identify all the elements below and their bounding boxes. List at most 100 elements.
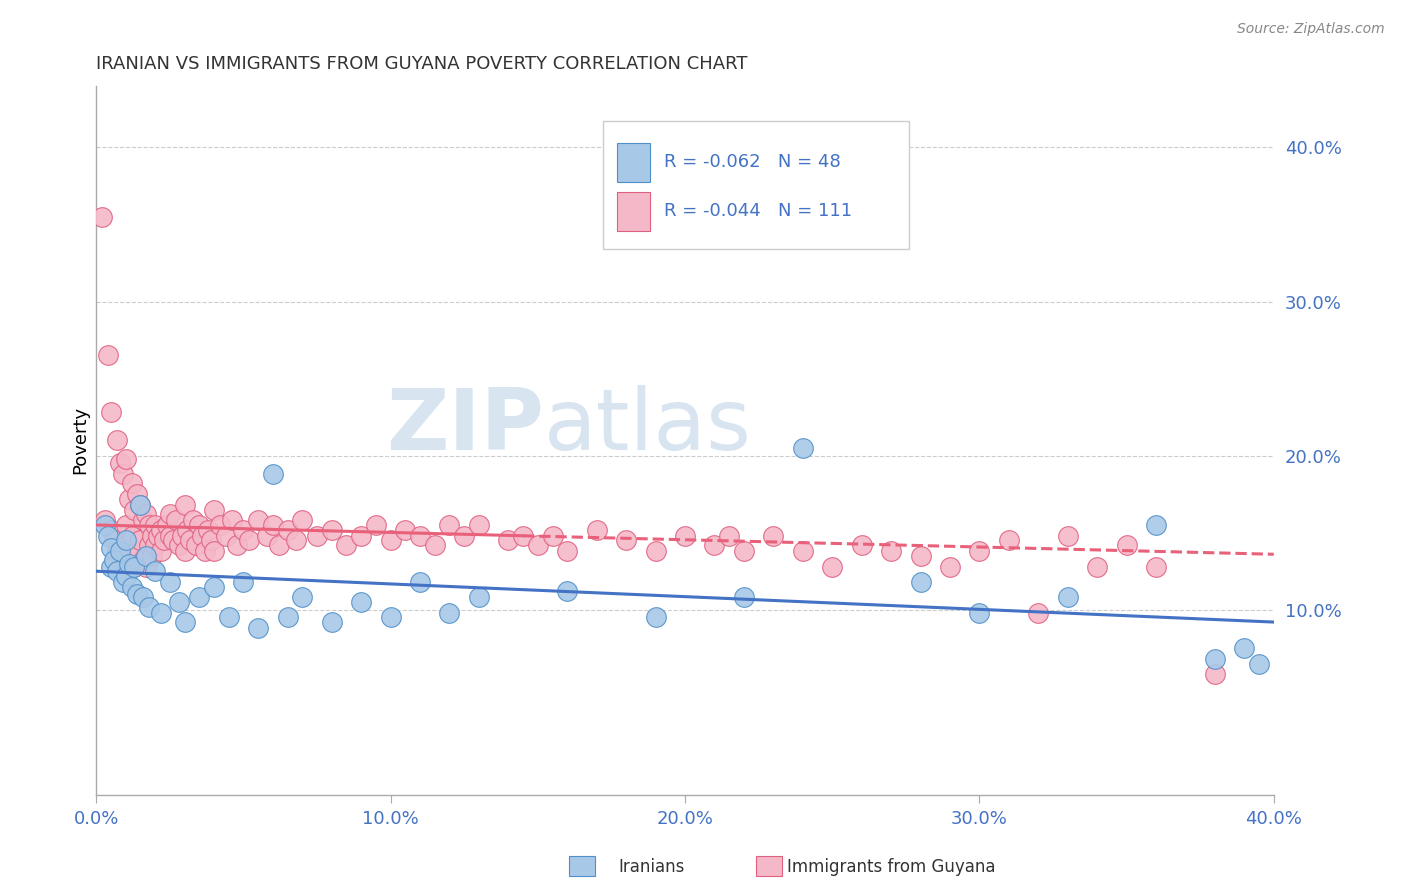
Point xyxy=(247,621,270,635)
Point xyxy=(423,538,446,552)
Point xyxy=(409,574,432,589)
Point xyxy=(167,595,190,609)
Point xyxy=(232,574,254,589)
Point xyxy=(200,533,222,548)
Point xyxy=(103,553,125,567)
Point xyxy=(100,541,122,555)
Point xyxy=(105,564,128,578)
Point xyxy=(218,610,240,624)
Point xyxy=(409,529,432,543)
Point xyxy=(100,405,122,419)
Point xyxy=(97,529,120,543)
Point xyxy=(703,538,725,552)
Point xyxy=(226,538,249,552)
Point xyxy=(129,533,152,548)
Bar xyxy=(617,143,650,181)
Point xyxy=(135,507,157,521)
Point xyxy=(215,529,238,543)
Point xyxy=(135,559,157,574)
Point xyxy=(247,513,270,527)
Text: Iranians: Iranians xyxy=(619,858,685,876)
Point xyxy=(232,523,254,537)
Point xyxy=(159,529,181,543)
Point xyxy=(114,538,136,552)
Point xyxy=(132,591,155,605)
Point xyxy=(733,544,755,558)
Point xyxy=(127,587,149,601)
Point xyxy=(792,544,814,558)
Point xyxy=(1115,538,1137,552)
Point xyxy=(277,610,299,624)
Point xyxy=(364,518,387,533)
Point xyxy=(614,533,637,548)
Point xyxy=(1204,652,1226,666)
Point xyxy=(1056,591,1078,605)
Point xyxy=(111,559,134,574)
Point xyxy=(114,533,136,548)
Point xyxy=(262,467,284,482)
Point xyxy=(208,518,231,533)
Text: R = -0.062   N = 48: R = -0.062 N = 48 xyxy=(664,153,841,170)
Point xyxy=(173,498,195,512)
Point xyxy=(285,533,308,548)
Point xyxy=(159,574,181,589)
Point xyxy=(188,518,211,533)
Point xyxy=(644,544,666,558)
Point xyxy=(380,610,402,624)
Text: atlas: atlas xyxy=(544,384,752,467)
Bar xyxy=(617,192,650,231)
Point xyxy=(159,507,181,521)
Point xyxy=(851,538,873,552)
Point xyxy=(880,544,903,558)
Point xyxy=(141,529,163,543)
Point xyxy=(321,523,343,537)
Point xyxy=(143,564,166,578)
Point xyxy=(143,518,166,533)
Point xyxy=(555,584,578,599)
Point xyxy=(453,529,475,543)
Point xyxy=(1249,657,1271,671)
Point xyxy=(111,574,134,589)
Point xyxy=(156,518,179,533)
Point xyxy=(97,349,120,363)
Point xyxy=(149,606,172,620)
Point xyxy=(291,513,314,527)
Point xyxy=(238,533,260,548)
Point xyxy=(149,544,172,558)
Point xyxy=(143,538,166,552)
Point xyxy=(165,513,187,527)
Point xyxy=(127,544,149,558)
Point xyxy=(94,513,117,527)
Point xyxy=(350,529,373,543)
Point xyxy=(138,599,160,614)
Point xyxy=(1144,559,1167,574)
Point xyxy=(127,487,149,501)
Point xyxy=(256,529,278,543)
FancyBboxPatch shape xyxy=(603,121,908,249)
Point xyxy=(262,518,284,533)
Point xyxy=(321,615,343,629)
Point xyxy=(108,553,131,567)
Point xyxy=(121,580,143,594)
Point xyxy=(1204,667,1226,681)
Point xyxy=(124,559,146,574)
Point xyxy=(111,467,134,482)
Point xyxy=(135,549,157,563)
Point xyxy=(644,610,666,624)
Point xyxy=(335,538,357,552)
Point xyxy=(132,553,155,567)
Point xyxy=(541,529,564,543)
Point xyxy=(380,533,402,548)
Point xyxy=(138,538,160,552)
Point xyxy=(129,498,152,512)
Point xyxy=(792,441,814,455)
Point xyxy=(1056,529,1078,543)
Point xyxy=(114,451,136,466)
Point xyxy=(103,533,125,548)
Point xyxy=(202,544,225,558)
Point xyxy=(305,529,328,543)
Text: R = -0.044   N = 111: R = -0.044 N = 111 xyxy=(664,202,852,220)
Point xyxy=(138,518,160,533)
Point xyxy=(105,544,128,558)
Point xyxy=(183,513,205,527)
